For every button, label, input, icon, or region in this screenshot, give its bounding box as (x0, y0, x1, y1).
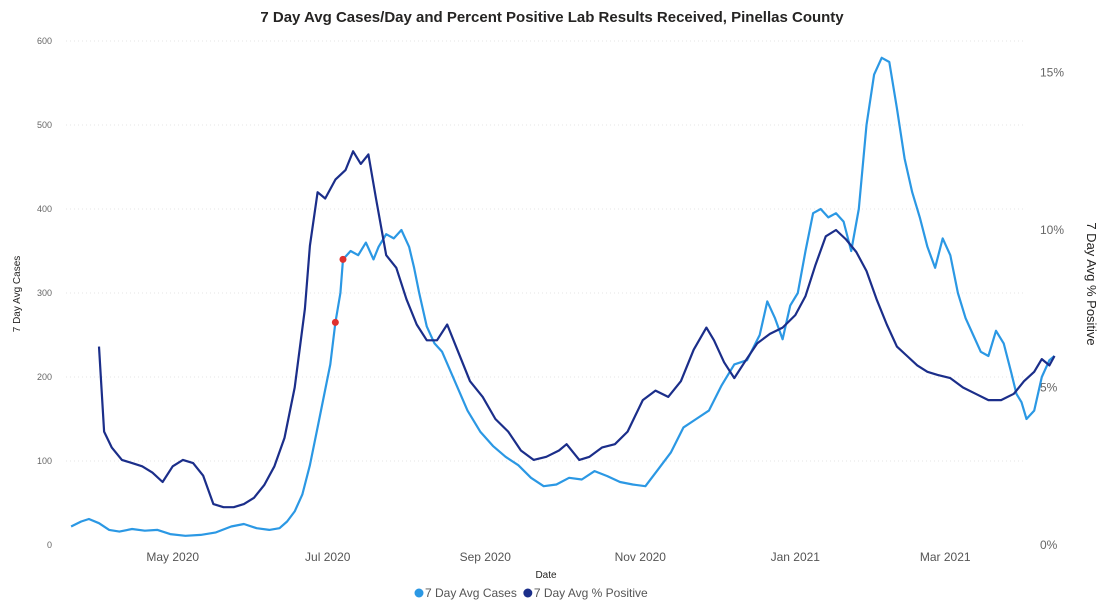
y2-tick-label: 5% (1040, 381, 1058, 395)
series-layer (70, 56, 1056, 537)
y-axis-ticks: 0 100 200 300 400 500 600 (37, 36, 52, 550)
x-axis-ticks: May 2020 Jul 2020 Sep 2020 Nov 2020 Jan 2021… (146, 550, 971, 564)
y2-axis-ticks: 0% 5% 10% 15% (1040, 66, 1064, 553)
y2-axis-label: 7 Day Avg % Positive (1084, 222, 1099, 345)
y-axis-label: 7 Day Avg Cases (12, 256, 23, 333)
y-tick-label: 400 (37, 204, 52, 214)
x-tick-label: Sep 2020 (460, 550, 512, 564)
y2-tick-label: 0% (1040, 538, 1058, 552)
x-tick-label: Jul 2020 (305, 550, 351, 564)
highlight-marker[interactable] (331, 318, 339, 326)
chart-title: 7 Day Avg Cases/Day and Percent Positive… (260, 9, 844, 26)
x-tick-label: Jan 2021 (771, 550, 821, 564)
legend-label[interactable]: 7 Day Avg Cases (425, 586, 517, 600)
legend-swatch (414, 588, 424, 598)
legend-label[interactable]: 7 Day Avg % Positive (534, 586, 648, 600)
y-tick-label: 100 (37, 456, 52, 466)
x-tick-label: May 2020 (146, 550, 199, 564)
y-tick-label: 500 (37, 120, 52, 130)
y-tick-label: 0 (47, 540, 52, 550)
y-tick-label: 600 (37, 36, 52, 46)
x-tick-label: Mar 2021 (920, 550, 971, 564)
y2-tick-label: 15% (1040, 66, 1064, 80)
gridlines (66, 40, 1024, 462)
y-tick-label: 300 (37, 288, 52, 298)
x-tick-label: Nov 2020 (615, 550, 667, 564)
highlight-marker[interactable] (339, 255, 347, 263)
y-tick-label: 200 (37, 372, 52, 382)
series-line-percent-positive (97, 150, 1056, 509)
x-axis-label: Date (535, 570, 557, 581)
y2-tick-label: 10% (1040, 223, 1064, 237)
series-line-cases (70, 56, 1056, 537)
legend-swatch (523, 588, 533, 598)
legend: 7 Day Avg Cases 7 Day Avg % Positive (414, 586, 648, 600)
